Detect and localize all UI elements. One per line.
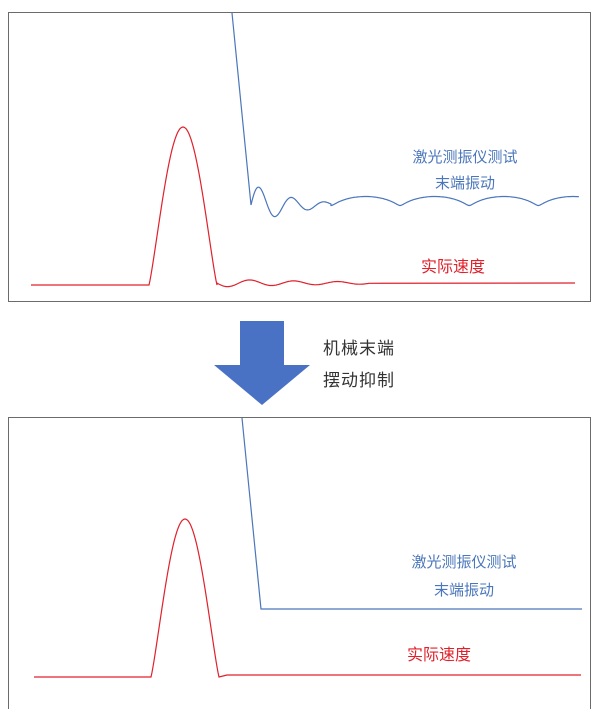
end-vibration-trace [241,418,582,610]
actual-velocity-trace [31,126,576,288]
transition-text-line1: 机械末端 [323,339,395,359]
vibration-label-line2: 末端振动 [433,581,494,599]
vibration-label-line1: 激光测振仪测试 [412,148,518,166]
after-suppression-panel: 激光测振仪测试 末端振动 实际速度 [8,417,591,709]
vibration-label-line1: 激光测振仪测试 [411,553,517,571]
after-suppression-plot [34,418,582,678]
before-suppression-panel: 激光测振仪测试 末端振动 实际速度 [8,12,591,302]
vibration-label-line2: 末端振动 [434,174,495,192]
velocity-label: 实际速度 [421,257,486,276]
actual-velocity-trace [34,518,581,678]
down-arrow-icon [214,321,310,405]
before-suppression-plot [31,13,579,288]
end-vibration-trace [231,13,579,218]
transition-text-line2: 摆动抑制 [323,371,395,391]
velocity-label: 实际速度 [407,645,472,664]
